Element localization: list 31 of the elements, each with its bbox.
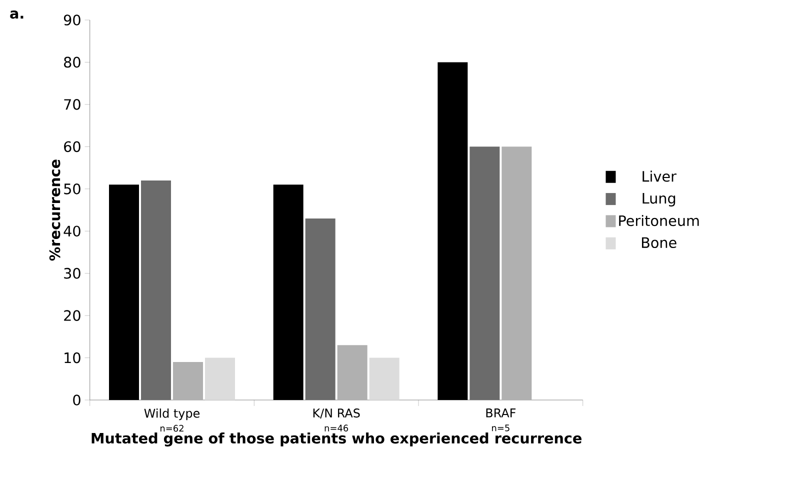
x-tick-label: Wild type — [144, 408, 200, 420]
text: n=46 — [324, 424, 348, 432]
y-tick-label: 90 — [64, 14, 80, 26]
y-tick-label: 0 — [73, 394, 80, 406]
text: n=5 — [492, 424, 510, 432]
legend-label: Peritoneum — [619, 215, 699, 226]
bar — [369, 358, 400, 400]
bar — [337, 345, 368, 400]
bar — [273, 184, 304, 400]
x-axis-title: Mutated gene of those patients who experienced recurrence — [92, 432, 582, 447]
y-tick-label: 60 — [64, 141, 80, 152]
text: n=62 — [160, 424, 184, 432]
y-tick-label: 20 — [64, 310, 80, 321]
y-axis-title: %recurrence — [49, 160, 60, 261]
bar — [205, 358, 236, 400]
y-tick-label: 50 — [64, 183, 80, 194]
bar — [109, 184, 139, 400]
bar — [173, 362, 203, 400]
y-tick-label: 70 — [64, 99, 80, 110]
legend-label: Lung — [642, 193, 676, 206]
legend-label: Liver — [642, 170, 676, 182]
y-tick-label: 40 — [64, 226, 80, 237]
legend-label: Bone — [642, 237, 676, 248]
x-tick-label: K/N RAS — [313, 408, 360, 418]
bar — [502, 146, 532, 400]
y-tick-label: 30 — [64, 268, 80, 279]
y-tick-label: 10 — [64, 352, 80, 364]
bar — [438, 62, 468, 400]
x-tick-label: BRAF — [486, 408, 516, 418]
chart-title: a. — [10, 10, 24, 19]
y-tick-label: 80 — [64, 56, 80, 68]
